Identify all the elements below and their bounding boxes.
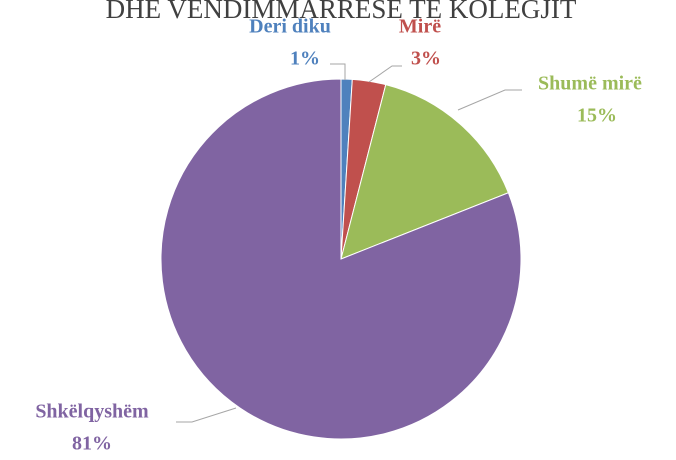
slice-value-label: 81% <box>72 433 112 455</box>
leader-line <box>457 89 522 111</box>
chart-title: DHE VENDIMMARRESE TE KOLEGJIT <box>106 0 577 24</box>
slice-label: Shumë mirë <box>538 73 642 95</box>
slice-label: Shkëlqyshëm <box>35 401 149 423</box>
slice-value-label: 3% <box>411 48 441 70</box>
slice-label: Deri diku <box>249 16 331 38</box>
slice-value-label: 15% <box>577 105 617 127</box>
leader-line <box>368 65 402 83</box>
pie-slice <box>340 84 510 260</box>
slice-value-label: 1% <box>290 48 320 70</box>
leader-line <box>330 63 346 80</box>
leader-line <box>176 407 237 423</box>
slice-label: Mirë <box>399 16 441 38</box>
pie-slice <box>160 78 522 440</box>
